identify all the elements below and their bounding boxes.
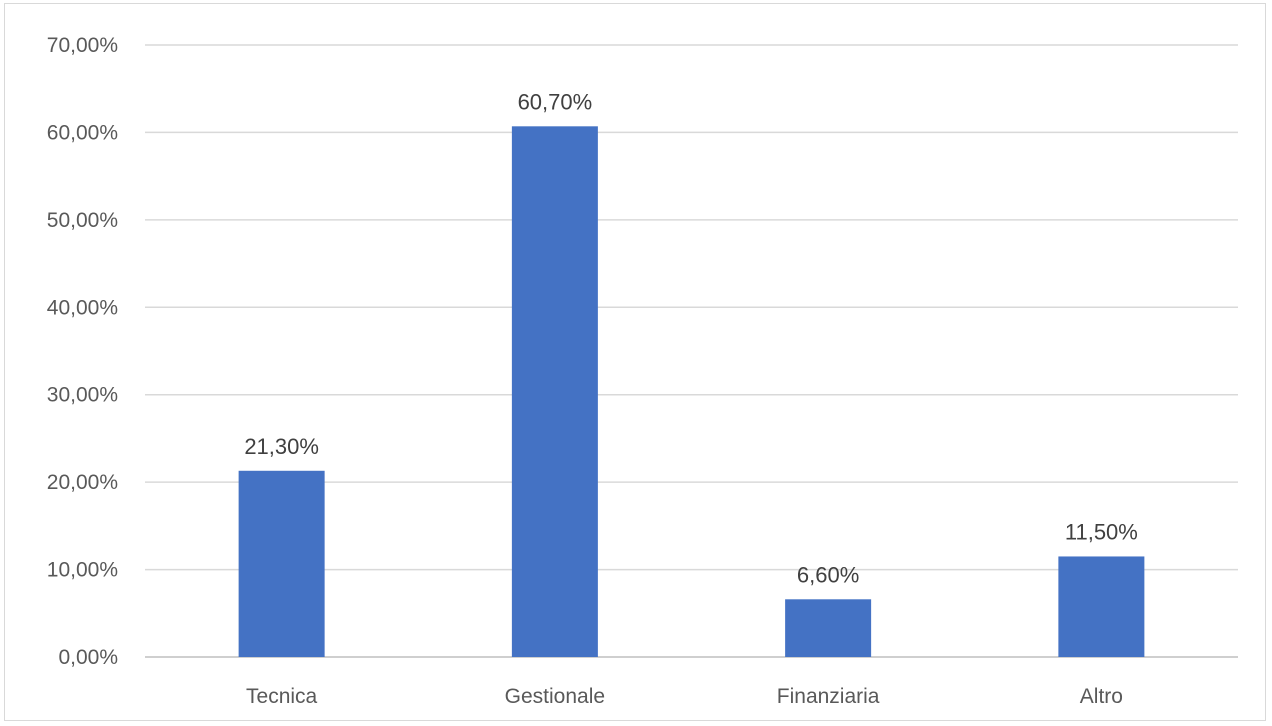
chart-frame [4,3,1266,721]
x-category-label: Finanziaria [777,685,880,708]
grid-layer [145,44,1238,658]
bars [238,126,1145,657]
y-tick-label: 60,00% [47,121,118,144]
category-labels: Tecnica Gestionale Finanziaria Altro [246,685,1123,708]
y-tick-label: 40,00% [47,296,118,319]
y-tick-label: 20,00% [47,471,118,494]
bar [238,470,325,657]
bar [785,599,872,657]
x-category-label: Altro [1080,685,1123,708]
y-axis-ticks: 0,00% 10,00% 20,00% 30,00% 40,00% 50,00% 60,00… [47,34,118,669]
y-tick-label: 0,00% [58,646,118,669]
data-labels: 21,30% 60,70% 6,60% 11,50% [244,89,1138,587]
bar [511,126,598,657]
y-tick-label: 10,00% [47,559,118,582]
bar [1058,556,1145,657]
x-category-label: Tecnica [246,685,318,708]
y-tick-label: 30,00% [47,384,118,407]
bar-value-label: 11,50% [1065,519,1138,544]
x-category-label: Gestionale [505,685,605,708]
y-tick-label: 50,00% [47,209,118,232]
bar-value-label: 60,70% [518,89,593,114]
bar-value-label: 21,30% [244,434,319,459]
y-tick-label: 70,00% [47,34,118,57]
bar-value-label: 6,60% [797,562,859,587]
